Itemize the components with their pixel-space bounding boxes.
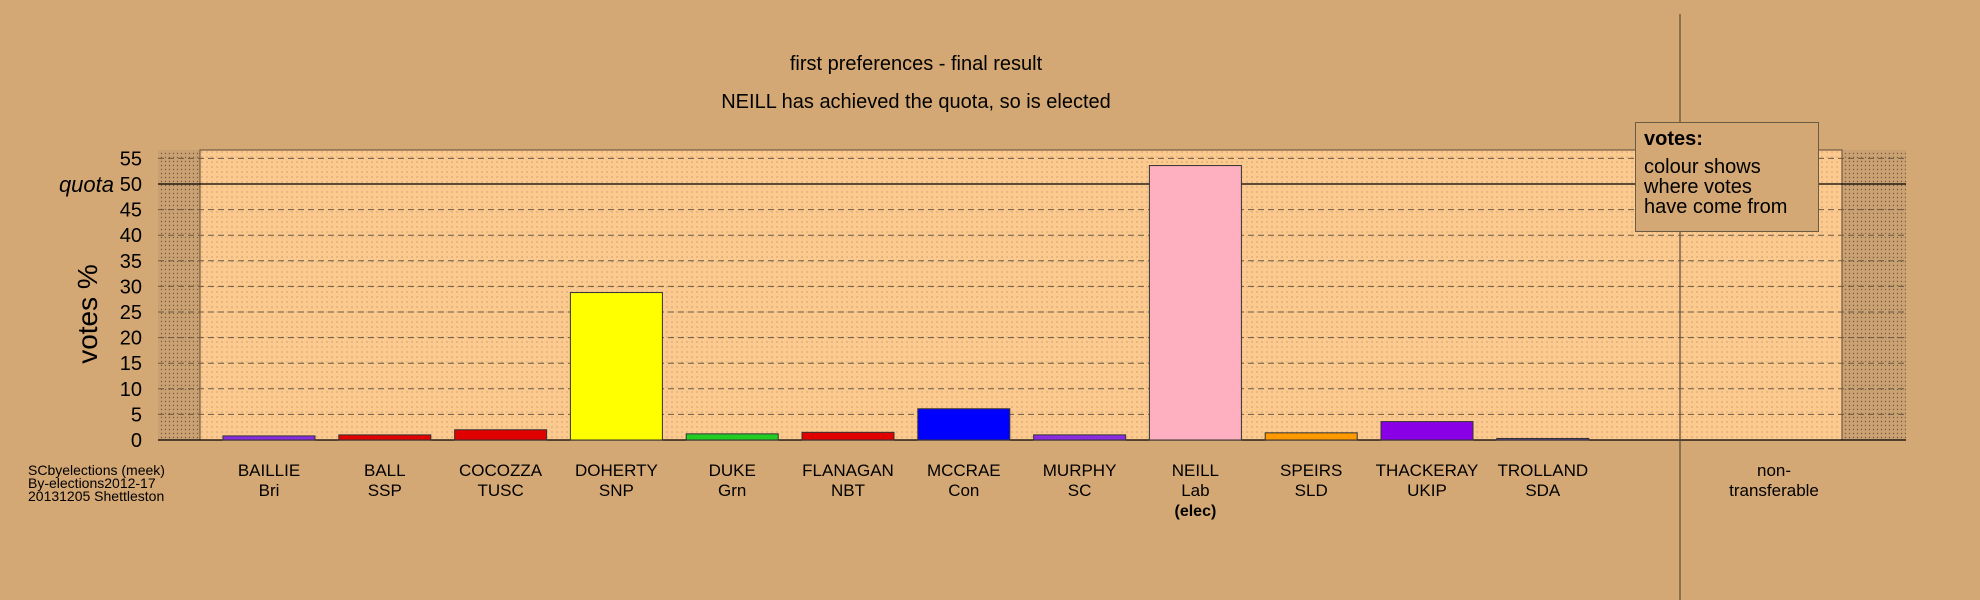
category-party-doherty: SNP	[599, 481, 634, 500]
non-transferable-label-1: non-	[1757, 461, 1791, 480]
bar-murphy	[1033, 434, 1127, 441]
y-tick-label-55: 55	[120, 148, 142, 170]
legend-line-2: where votes	[1644, 176, 1752, 198]
chart-title: first preferences - final result	[790, 53, 1043, 75]
category-name-ball: BALL	[364, 461, 406, 480]
chart-subtitle: NEILL has achieved the quota, so is elec…	[721, 91, 1111, 113]
legend: votes: colour shows where votes have com…	[1635, 122, 1819, 232]
category-party-murphy: SC	[1068, 481, 1092, 500]
category-name-murphy: MURPHY	[1043, 461, 1117, 480]
bar-ball	[338, 434, 432, 441]
category-party-duke: Grn	[718, 481, 746, 500]
non-transferable-label-2: transferable	[1729, 481, 1819, 500]
category-party-trolland: SDA	[1525, 481, 1561, 500]
y-tick-label-45: 45	[120, 200, 142, 222]
category-name-doherty: DOHERTY	[575, 461, 658, 480]
y-tick-label-30: 30	[120, 276, 142, 298]
category-name-speirs: SPEIRS	[1280, 461, 1342, 480]
category-name-duke: DUKE	[709, 461, 756, 480]
bar-trolland	[1496, 437, 1590, 441]
category-name-trolland: TROLLAND	[1497, 461, 1588, 480]
bar-duke	[685, 433, 779, 441]
category-name-mccrae: MCCRAE	[927, 461, 1001, 480]
y-tick-label-10: 10	[120, 379, 142, 401]
bar-flanagan	[801, 431, 895, 441]
bar-mccrae	[917, 408, 1011, 441]
category-name-baillie: BAILLIE	[238, 461, 300, 480]
bar-thackeray	[1380, 421, 1474, 441]
y-tick-label-20: 20	[120, 328, 142, 350]
plot-background-inner	[199, 149, 1843, 441]
source-line-2: By-elections2012-17	[28, 475, 156, 491]
quota-label: quota	[59, 172, 114, 197]
y-tick-label-5: 5	[131, 404, 142, 426]
category-party-ball: SSP	[368, 481, 402, 500]
bar-baillie	[222, 435, 316, 441]
y-tick-label-40: 40	[120, 225, 142, 247]
category-name-flanagan: FLANAGAN	[802, 461, 894, 480]
category-party-thackeray: UKIP	[1407, 481, 1447, 500]
bar-neill	[1148, 165, 1242, 441]
category-party-neill: Lab	[1181, 481, 1209, 500]
y-tick-label-25: 25	[120, 302, 142, 324]
source-line-1: SCbyelections (meek)	[28, 462, 165, 478]
y-tick-label-35: 35	[120, 251, 142, 273]
legend-line-1: colour shows	[1644, 156, 1761, 178]
category-name-thackeray: THACKERAY	[1376, 461, 1479, 480]
category-party-baillie: Bri	[259, 481, 280, 500]
category-party-flanagan: NBT	[831, 481, 865, 500]
legend-line-3: have come from	[1644, 196, 1788, 218]
bar-speirs	[1264, 432, 1358, 441]
y-tick-label-15: 15	[120, 353, 142, 375]
category-party-cocozza: TUSC	[477, 481, 523, 500]
source-credits: SCbyelections (meek) By-elections2012-17…	[28, 462, 208, 504]
category-name-neill: NEILL	[1172, 461, 1219, 480]
category-note-neill: (elec)	[1175, 503, 1217, 520]
y-tick-label-0: 0	[131, 430, 142, 452]
legend-heading: votes:	[1644, 128, 1703, 150]
category-party-mccrae: Con	[948, 481, 979, 500]
bar-doherty	[569, 292, 663, 441]
source-line-3: 20131205 Shettleston	[28, 488, 165, 504]
bar-cocozza	[454, 429, 548, 441]
y-axis-label: votes %	[72, 264, 103, 364]
category-name-cocozza: COCOZZA	[459, 461, 543, 480]
category-party-speirs: SLD	[1295, 481, 1328, 500]
y-tick-label-50: 50	[120, 174, 142, 196]
